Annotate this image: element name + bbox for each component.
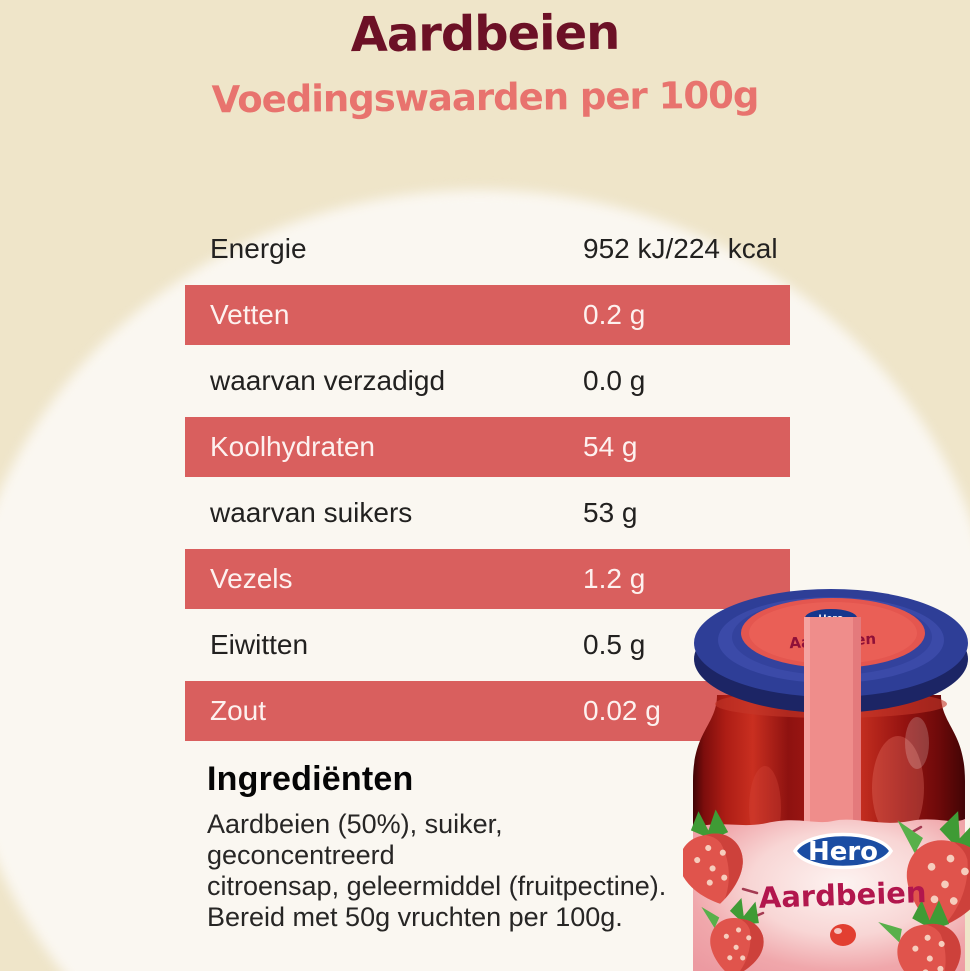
jam-jar-image: Hero Aardbeien Hero Aar xyxy=(683,589,970,971)
ingredients-text-line: Bereid met 50g vruchten per 100g. xyxy=(207,902,623,932)
jar-label: Hero Aardbeien xyxy=(683,799,970,971)
page-title: Aardbeien xyxy=(350,4,620,64)
nutrient-value: 54 g xyxy=(583,431,638,462)
hero-logo-icon: Hero xyxy=(792,832,894,870)
nutrient-value: 0.5 g xyxy=(583,629,646,660)
nutrition-row: waarvan verzadigd 0.0 g xyxy=(185,348,790,414)
nutrient-value: 1.2 g xyxy=(583,563,646,594)
nutrient-value: 0.2 g xyxy=(583,299,646,330)
nutrient-name: Eiwitten xyxy=(210,629,309,660)
nutrient-name: Energie xyxy=(210,233,307,264)
nutrient-value: 0.02 g xyxy=(583,695,661,726)
nutrient-name: Vetten xyxy=(210,299,290,330)
header: Aardbeien Voedingswaarden per 100g xyxy=(0,0,970,122)
nutrient-name: Koolhydraten xyxy=(210,431,376,462)
nutrient-name: waarvan suikers xyxy=(210,497,413,528)
nutrition-row: waarvan suikers 53 g xyxy=(185,480,790,546)
nutrition-table: Energie 952 kJ/224 kcal Vetten 0.2 g waa… xyxy=(185,216,790,744)
nutrient-name: Vezels xyxy=(210,563,293,594)
nutrient-name: Zout xyxy=(210,695,267,726)
nutrient-name: waarvan verzadigd xyxy=(210,365,446,396)
nutrition-row: Koolhydraten 54 g xyxy=(185,414,790,480)
ingredients-heading: Ingrediënten xyxy=(207,760,414,798)
nutrition-row: Vetten 0.2 g xyxy=(185,282,790,348)
nutrition-row: Energie 952 kJ/224 kcal xyxy=(185,216,790,282)
page-subtitle: Voedingswaarden per 100g xyxy=(211,73,759,122)
nutrient-value: 0.0 g xyxy=(583,365,646,396)
ingredients-section: Ingrediënten Aardbeien (50%), suiker, ge… xyxy=(207,760,687,933)
ingredients-text-line: citroensap, geleermiddel (fruitpectine). xyxy=(207,871,667,901)
label-product-name: Aardbeien xyxy=(758,875,927,915)
nutrition-row: Vezels 1.2 g xyxy=(185,546,790,612)
cherry-icon xyxy=(830,924,856,946)
nutrient-value: 952 kJ/224 kcal xyxy=(583,233,778,264)
ingredients-text-line: Aardbeien (50%), suiker, geconcentreerd xyxy=(207,809,503,870)
nutrient-value: 53 g xyxy=(583,497,638,528)
nutrition-row: Zout 0.02 g xyxy=(185,678,790,744)
nutrition-row: Eiwitten 0.5 g xyxy=(185,612,790,678)
label-brand-text: Hero xyxy=(808,837,878,867)
